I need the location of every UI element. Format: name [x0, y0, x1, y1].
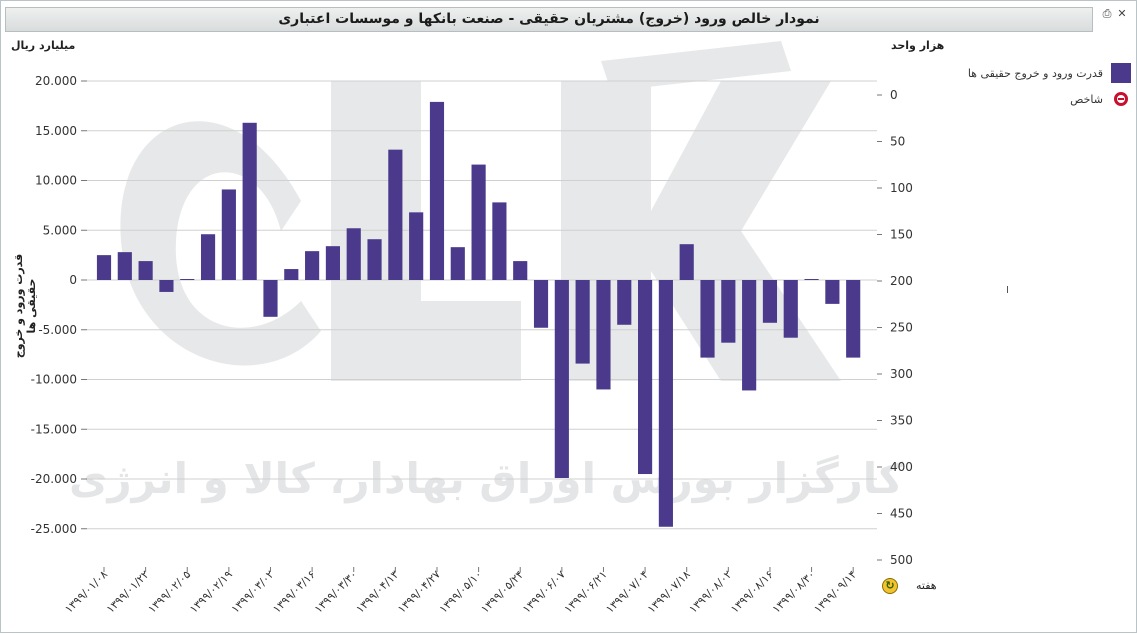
bar[interactable] [721, 280, 736, 343]
legend-swatch [1111, 63, 1131, 83]
bar[interactable] [138, 261, 153, 280]
x-tick-label: ۱۳۹۹/۰۳/۳۰ [312, 568, 360, 616]
window-controls: ⎙ ✕ [1101, 7, 1128, 21]
bar[interactable] [638, 280, 653, 475]
bar[interactable] [409, 212, 424, 280]
bar[interactable] [96, 255, 112, 280]
chart-title: نمودار خالص ورود (خروج) مشتریان حقیقی - … [278, 11, 820, 27]
bar[interactable] [533, 280, 549, 328]
bar[interactable] [200, 234, 216, 280]
y-tick-label: 20.000 [35, 74, 77, 88]
y-tick-label: 5.000 [43, 223, 77, 237]
y2-tick-label: 500 [890, 553, 913, 567]
bar[interactable] [242, 122, 257, 280]
watermark: کارگزار بورس اوراق بهادار، کالا و انرژی [69, 41, 904, 504]
bar[interactable] [700, 280, 715, 358]
x-tick-label: ۱۳۹۹/۰۵/۲۴ [478, 568, 526, 616]
bar[interactable] [679, 244, 694, 280]
bar[interactable] [762, 280, 778, 323]
x-tick-label: ۱۳۹۹/۰۱/۰۸ [62, 568, 110, 616]
bar[interactable] [658, 280, 673, 527]
bar[interactable] [742, 280, 757, 391]
x-tick-label: ۱۳۹۹/۰۴/۱۳ [354, 568, 402, 616]
x-tick-label: ۱۳۹۹/۰۶/۰۷ [520, 568, 568, 616]
x-tick-label: ۱۳۹۹/۰۶/۲۱ [562, 568, 610, 616]
bar[interactable] [429, 101, 445, 281]
y2-tick-label: 100 [890, 181, 913, 195]
bar[interactable] [263, 280, 278, 317]
bar[interactable] [596, 280, 611, 390]
y-tick-label: -10.000 [31, 373, 77, 387]
refresh-button[interactable]: ↻ [882, 578, 898, 594]
x-tick-label: ۱۳۹۹/۰۴/۲۷ [395, 568, 443, 616]
x-tick-label: ۱۳۹۹/۰۷/۰۴ [603, 568, 651, 616]
bar[interactable] [825, 280, 840, 304]
bar[interactable] [450, 247, 465, 280]
y-tick-label: -5.000 [38, 323, 77, 337]
bar[interactable] [117, 252, 132, 280]
index-marker-icon [1111, 89, 1131, 109]
bar[interactable] [180, 279, 195, 281]
bar[interactable] [513, 261, 528, 280]
close-icon[interactable]: ✕ [1117, 7, 1127, 20]
bar[interactable] [284, 269, 299, 280]
tick-mark [1007, 286, 1008, 293]
y-tick-label: 15.000 [35, 124, 77, 138]
x-tick-label: ۱۳۹۹/۰۷/۱۸ [645, 568, 693, 616]
bar[interactable] [804, 279, 819, 281]
y2-tick-label: 350 [890, 414, 913, 428]
x-tick-label: ۱۳۹۹/۰۸/۳۰ [770, 568, 818, 616]
bar[interactable] [554, 280, 569, 479]
y2-tick-label: 200 [890, 274, 913, 288]
bar[interactable] [221, 189, 236, 280]
y-tick-label: -25.000 [31, 522, 77, 536]
bar[interactable] [471, 164, 486, 280]
y-tick-label: -20.000 [31, 472, 77, 486]
bar[interactable] [305, 251, 320, 280]
y2-tick-label: 400 [890, 460, 913, 474]
x-tick-label: ۱۳۹۹/۰۱/۲۲ [104, 568, 152, 616]
bar[interactable] [783, 280, 798, 338]
bar[interactable] [325, 246, 340, 280]
x-tick-label: ۱۳۹۹/۰۹/۱۴ [811, 568, 859, 616]
x-tick-label: ۱۳۹۹/۰۲/۰۵ [146, 568, 194, 616]
x-tick-label: ۱۳۹۹/۰۳/۰۲ [229, 568, 277, 616]
bar[interactable] [159, 280, 174, 292]
y2-tick-label: 50 [890, 135, 905, 149]
bar[interactable] [617, 280, 632, 325]
y2-tick-label: 250 [890, 321, 913, 335]
bar[interactable] [846, 280, 861, 358]
y2-tick-label: 150 [890, 228, 913, 242]
x-tick-label: ۱۳۹۹/۰۵/۱۰ [437, 568, 485, 616]
x-tick-label: ۱۳۹۹/۰۳/۱۶ [270, 568, 318, 616]
y-tick-label: -15.000 [31, 422, 77, 436]
legend-item-index[interactable]: شاخص [961, 89, 1131, 109]
x-tick-label: ۱۳۹۹/۰۸/۰۲ [687, 568, 735, 616]
printer-icon[interactable]: ⎙ [1102, 7, 1112, 20]
x-axis-title: هفته [916, 579, 937, 592]
legend: قدرت ورود و خروج حقیقی ها شاخص [961, 63, 1131, 115]
legend-label: قدرت ورود و خروج حقیقی ها [967, 66, 1103, 80]
bar[interactable] [492, 202, 507, 280]
left-axis-unit: میلیارد ریال [11, 39, 76, 52]
legend-label: شاخص [1070, 92, 1103, 106]
y-tick-label: 0 [69, 273, 77, 287]
legend-item-flow[interactable]: قدرت ورود و خروج حقیقی ها [961, 63, 1131, 83]
x-tick-label: ۱۳۹۹/۰۸/۱۶ [728, 568, 776, 616]
y2-tick-label: 300 [890, 367, 913, 381]
right-axis-unit: هزار واحد [891, 39, 945, 52]
x-tick-label: ۱۳۹۹/۰۲/۱۹ [187, 568, 235, 616]
bar[interactable] [575, 280, 590, 364]
y2-tick-label: 450 [890, 507, 913, 521]
y2-tick-label: 0 [890, 88, 898, 102]
title-bar: نمودار خالص ورود (خروج) مشتریان حقیقی - … [5, 7, 1093, 32]
bar[interactable] [346, 228, 361, 280]
bar[interactable] [367, 239, 382, 280]
bar[interactable] [388, 149, 403, 280]
y-tick-label: 10.000 [35, 174, 77, 188]
